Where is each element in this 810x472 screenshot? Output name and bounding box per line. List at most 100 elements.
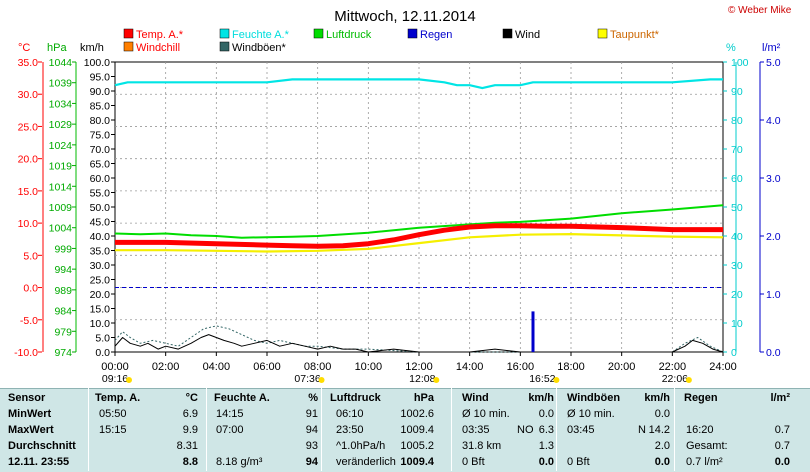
series-line-temp-a [115,223,723,249]
axis-tick-label: 70.0 [90,144,111,156]
axis-tick-label: 30.0 [18,89,39,101]
time-tick-label: 16:00 [507,361,535,373]
table-cell: 14.2 [648,424,670,436]
table-cell: 0.0 [538,456,554,468]
axis-tick-label: 30.0 [90,260,111,272]
series-line-taupunkt [115,233,724,253]
table-cell: NO [517,424,534,436]
weather-chart: Mittwoch, 12.11.2014 © Weber Mike Temp. … [0,0,810,388]
series-line-wind [114,334,724,353]
table-cell: 9.9 [182,424,198,436]
axis-tick-label: 2.0 [766,231,781,243]
time-tick-label: 12:00 [405,361,433,373]
table-cell: 12.11. 23:55 [8,456,70,468]
table-cell: Durchschnitt [8,440,76,452]
axis-tick-label: 0 [731,347,737,359]
axis-tick-label: 5.0 [766,57,781,69]
table-cell: Luftdruck [330,392,381,404]
legend-swatch [219,41,230,52]
time-tick-label: 10:00 [355,361,383,373]
copyright-text: © Weber Mike [728,5,792,16]
wind-unit-label: km/h [80,42,104,54]
legend-label: Taupunkt* [610,29,660,41]
sun-icon [318,377,325,383]
chart-title: Mittwoch, 12.11.2014 [334,8,475,25]
table-cell: % [308,392,318,404]
time-marker-label: 12:08 [409,373,435,385]
axis-tick-label: 20 [731,289,743,301]
time-tick-label: 24:00 [709,361,737,373]
legend-label: Regen [420,29,452,41]
time-tick-label: 08:00 [304,361,332,373]
axis-tick-label: 1039 [49,78,73,90]
axis-tick-label: 979 [54,326,72,338]
table-cell: 23:50 [336,424,364,436]
axis-tick-label: 5.0 [95,333,110,345]
time-tick-label: 20:00 [608,361,636,373]
axis-tick-label: 974 [54,347,72,359]
axis-tick-label: 0.0 [766,347,781,359]
time-tick-label: 06:00 [253,361,281,373]
axis-tick-label: 35.0 [90,246,111,258]
axis-tick-label: 3.0 [766,173,781,185]
axis-tick-label: 90 [731,86,743,98]
humidity-unit-label: % [726,42,736,54]
axis-tick-label: 35.0 [18,57,39,69]
legend-label: Feuchte A.* [232,29,290,41]
table-cell: 94 [305,424,318,436]
axis-tick-label: 4.0 [766,115,781,127]
legend-swatch [407,28,418,39]
axis-tick-label: 10.0 [18,218,39,230]
plot-grid [114,61,724,353]
axis-tick-label: 20.0 [18,154,39,166]
axis-tick-label: 984 [54,306,72,318]
table-cell: 0 Bft [567,456,590,468]
axis-tick-label: 80 [731,115,743,127]
table-cell: 93 [305,440,318,452]
table-cell: 1005.2 [400,440,434,452]
series-line-feuchte-a [114,78,723,90]
axis-tick-label: 1024 [49,140,73,152]
axis-tick-label: 65.0 [90,159,111,171]
table-cell: km/h [644,392,670,404]
axis-tick-label: 1029 [49,119,73,131]
axis-tick-label: 25.0 [18,121,39,133]
axis-tick-label: 25.0 [90,275,111,287]
legend-label: Wind [515,29,540,41]
time-tick-label: 02:00 [152,361,180,373]
legend-swatch [123,28,134,39]
table-separator [206,388,207,471]
table-cell: 0.0 [654,408,670,420]
table-cell: 1009.4 [400,424,434,436]
table-cell: hPa [413,392,434,404]
legend-swatch [219,28,230,39]
legend-swatch [597,28,608,39]
table-cell: 8.18 g/m³ [216,456,263,468]
table-cell: Temp. A. [95,392,141,404]
legend-label: Temp. A.* [136,29,184,41]
table-cell: 8.8 [182,456,198,468]
table-cell: Gesamt: [686,440,728,452]
table-cell: Sensor [8,392,46,404]
axis-tick-label: 75.0 [90,130,111,142]
table-cell: 8.31 [176,440,198,452]
table-cell: 05:50 [99,408,127,420]
axis-tick-label: 1044 [49,57,73,69]
axis-tick-label: 40 [731,231,743,243]
chart-background [0,0,810,388]
table-cell: 1.3 [538,440,554,452]
time-marker-label: 16:52 [529,373,555,385]
time-tick-label: 18:00 [557,361,585,373]
table-cell: 6.3 [538,424,554,436]
time-tick-label: 00:00 [101,361,129,373]
axis-tick-label: 0.0 [95,347,110,359]
axis-tick-label: 15.0 [18,186,39,198]
table-cell: Regen [684,392,718,404]
table-cell: 07:00 [216,424,244,436]
time-marker-label: 07:36 [294,373,320,385]
axis-tick-label: 70 [731,144,743,156]
legend-label: Windchill [136,42,180,54]
legend-swatch [313,28,324,39]
axis-tick-label: -5.0 [20,315,38,327]
table-cell: 91 [305,408,318,420]
